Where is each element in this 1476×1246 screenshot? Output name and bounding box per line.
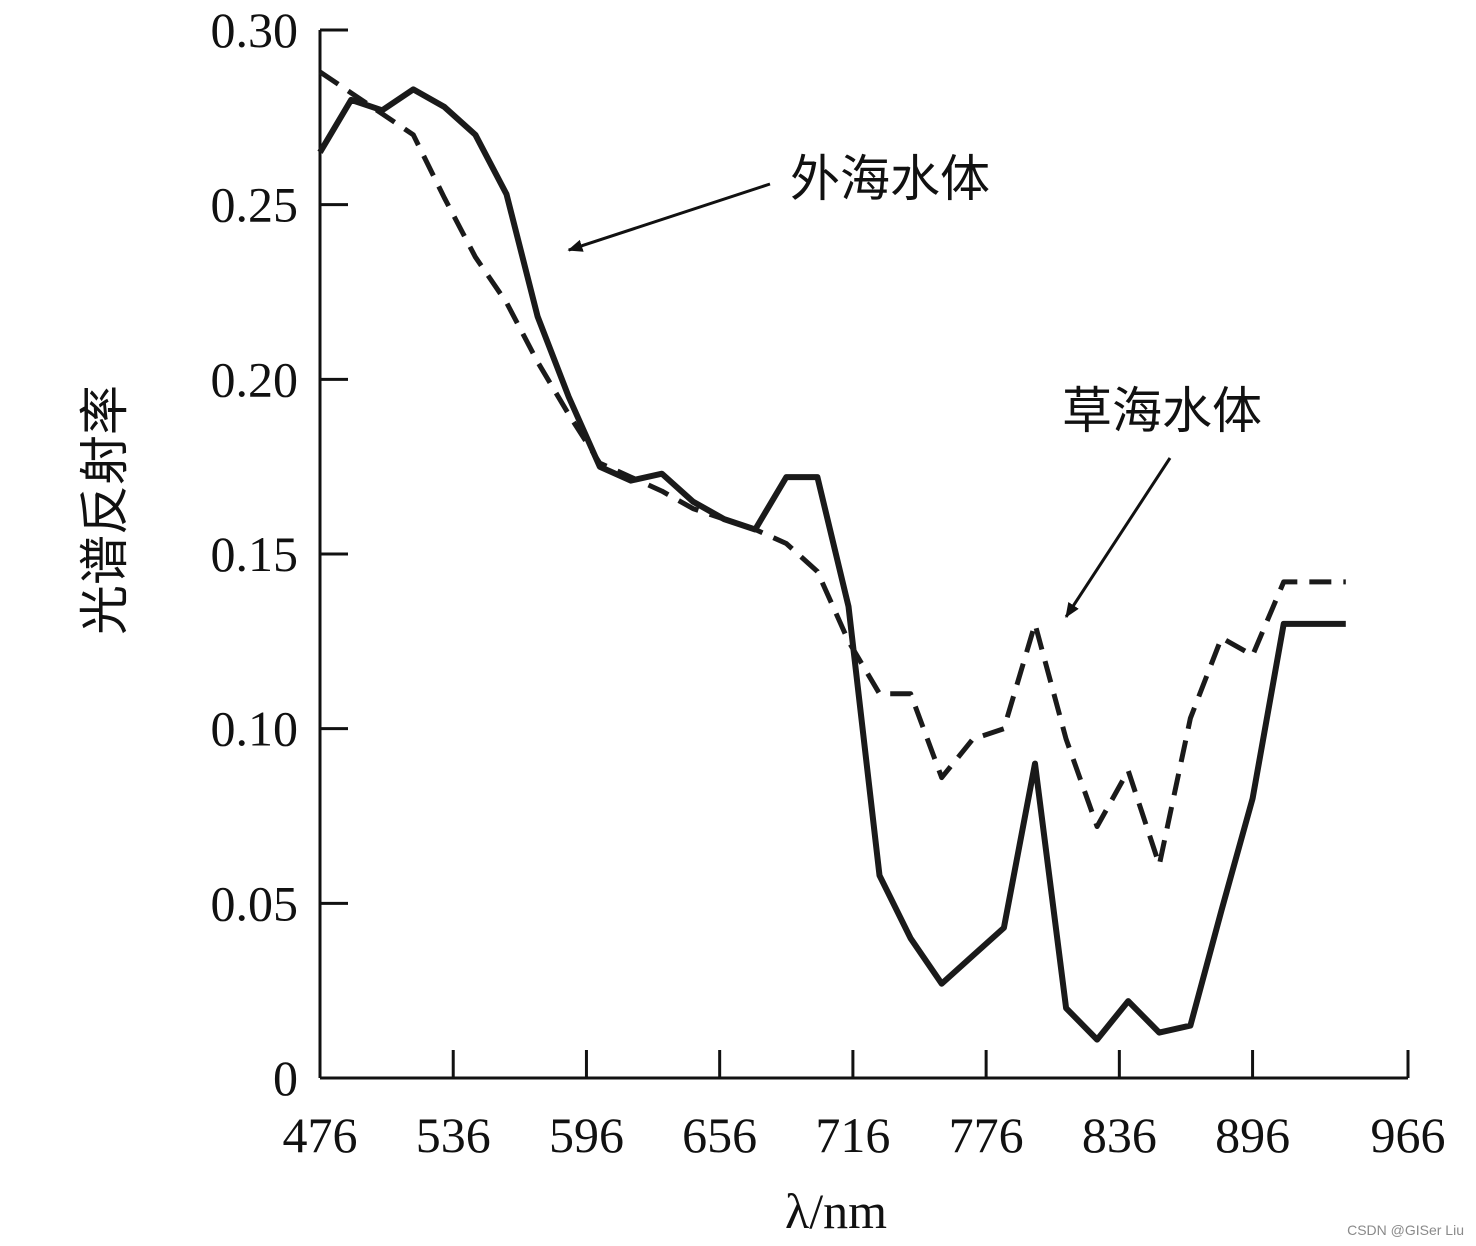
y-axis-label: 光谱反射率 (77, 385, 133, 635)
annotation-label: 草海水体 (1062, 382, 1262, 440)
x-tick-label: 716 (815, 1107, 890, 1163)
x-tick-label: 836 (1082, 1107, 1157, 1163)
axes: 0 0.05 0.10 0.15 0.20 0.25 0.30 476 536 596 656 716… (211, 2, 1446, 1163)
y-tick-label: 0.15 (211, 526, 299, 582)
series-line-offshore-water (317, 86, 1346, 1043)
y-tick-label: 0.20 (211, 351, 299, 407)
y-tick-label: 0.25 (211, 177, 299, 233)
series-line-caohai-water (318, 69, 1346, 868)
x-tick-label: 966 (1371, 1107, 1446, 1163)
annotation-label: 外海水体 (790, 150, 990, 208)
y-tick-label: 0.10 (211, 701, 299, 757)
x-tick-label: 476 (283, 1107, 358, 1163)
series-layer (317, 69, 1346, 1043)
x-tick-label: 596 (549, 1107, 624, 1163)
y-tick-label: 0.05 (211, 875, 299, 931)
x-axis-label: λ/nm (785, 1183, 887, 1239)
x-tick-label: 896 (1215, 1107, 1290, 1163)
y-tick-label: 0 (273, 1050, 298, 1106)
annotation-arrow (1064, 457, 1172, 618)
x-tick-label: 776 (949, 1107, 1024, 1163)
watermark: CSDN @GISer Liu (1347, 1222, 1464, 1238)
y-tick-label: 0.30 (211, 2, 299, 58)
x-tick-label: 536 (416, 1107, 491, 1163)
x-tick-label: 656 (682, 1107, 757, 1163)
annotation-arrow (567, 182, 771, 252)
